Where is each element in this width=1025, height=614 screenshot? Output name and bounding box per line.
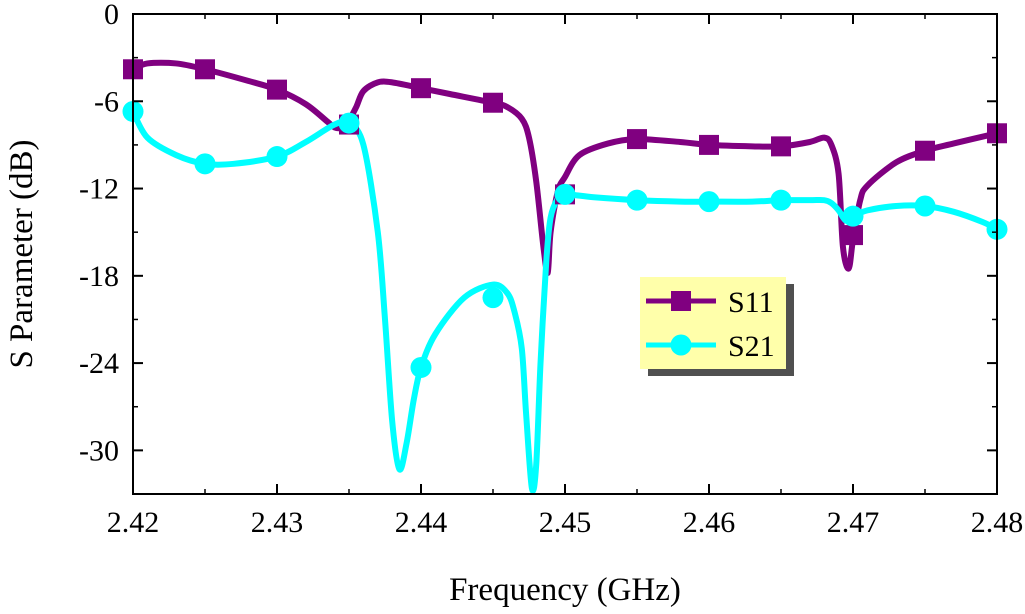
marker-s21 xyxy=(194,153,216,175)
x-tick-label: 2.44 xyxy=(395,506,448,539)
marker-layer xyxy=(122,59,1008,378)
y-tick-label: -24 xyxy=(79,347,119,380)
marker-s21 xyxy=(410,356,432,378)
marker-s21 xyxy=(914,195,936,217)
marker-s21 xyxy=(554,183,576,205)
x-tick-label: 2.43 xyxy=(251,506,304,539)
legend-s11-label: S11 xyxy=(728,286,774,319)
marker-s11 xyxy=(267,79,287,100)
legend-box xyxy=(640,277,786,369)
x-tick-label: 2.46 xyxy=(683,506,736,539)
x-tick-label: 2.47 xyxy=(827,506,880,539)
y-tick-label: -6 xyxy=(94,85,119,118)
series-line-s21 xyxy=(133,108,997,494)
x-tick-label: 2.48 xyxy=(971,506,1024,539)
series-line-s11 xyxy=(133,59,997,277)
marker-s11 xyxy=(411,78,431,99)
y-tick-label: -12 xyxy=(79,173,119,206)
legend-s21-marker xyxy=(670,334,692,356)
x-tick-label: 2.42 xyxy=(107,506,160,539)
y-tick-label: 0 xyxy=(104,0,119,31)
marker-s11 xyxy=(915,140,935,161)
x-axis-title: Frequency (GHz) xyxy=(449,572,681,608)
legend-s11-marker xyxy=(671,291,691,311)
marker-s21 xyxy=(266,146,288,168)
marker-s11 xyxy=(843,225,863,246)
y-tick-label: -30 xyxy=(79,434,119,467)
marker-s11 xyxy=(195,59,215,80)
marker-s21 xyxy=(770,189,792,211)
y-axis-title: S Parameter (dB) xyxy=(4,139,40,368)
marker-s11 xyxy=(483,92,503,113)
marker-s21 xyxy=(338,112,360,134)
series-layer xyxy=(133,59,997,494)
marker-s21 xyxy=(698,191,720,213)
marker-s21 xyxy=(482,287,504,309)
y-tick-label: -18 xyxy=(79,260,119,293)
marker-s11 xyxy=(771,136,791,157)
ticks-layer: 2.42 2.43 2.44 2.45 2.46 2.47 2.48 0 -6 -12 -18 -24… xyxy=(79,0,1023,539)
x-tick-label: 2.45 xyxy=(539,506,592,539)
marker-s21 xyxy=(626,189,648,211)
marker-s11 xyxy=(699,134,719,155)
marker-s21 xyxy=(842,205,864,227)
legend: S11 S21 xyxy=(640,277,794,376)
legend-s21-label: S21 xyxy=(728,330,775,363)
marker-s11 xyxy=(627,129,647,150)
